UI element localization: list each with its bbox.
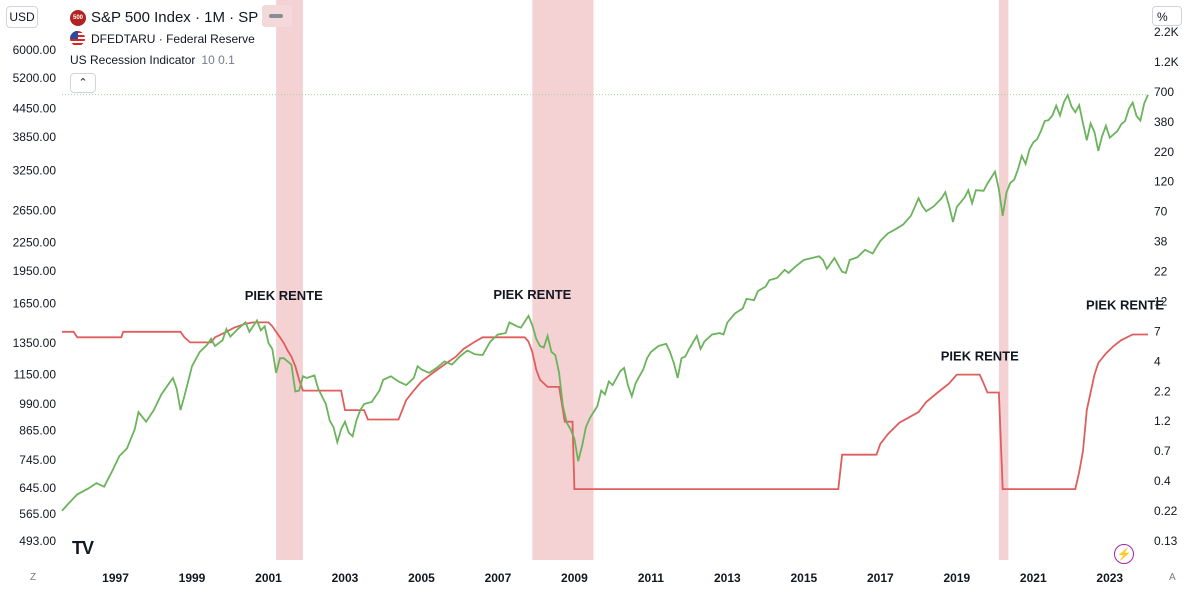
x-tick-label: 2001 xyxy=(255,571,282,585)
annotation-label: PIEK RENTE xyxy=(245,288,323,303)
left-tick-label: 645.00 xyxy=(19,481,56,495)
right-tick-label: 220 xyxy=(1154,145,1174,159)
right-tick-label: 380 xyxy=(1154,115,1174,129)
main-symbol-title[interactable]: S&P 500 Index · 1M · SP xyxy=(91,9,259,26)
legend-series2-row[interactable]: DFEDTARU · Federal Reserve xyxy=(70,28,258,49)
right-tick-label: 1.2 xyxy=(1154,414,1171,428)
right-tick-label: 12 xyxy=(1154,294,1168,308)
indicator-params: 10 0.1 xyxy=(201,52,235,67)
left-tick-label: 865.00 xyxy=(19,424,56,438)
x-tick-label: 2013 xyxy=(714,571,741,585)
left-tick-label: 2650.00 xyxy=(13,204,57,218)
x-tick-label: 1999 xyxy=(179,571,206,585)
recession-band xyxy=(532,0,594,560)
left-tick-label: 2250.00 xyxy=(13,236,57,250)
x-tick-label: 2015 xyxy=(790,571,817,585)
tradingview-logo-icon[interactable]: TV xyxy=(72,538,94,558)
auto-scale-z-button[interactable]: Z xyxy=(30,572,37,583)
right-tick-label: 0.4 xyxy=(1154,474,1171,488)
left-tick-label: 1650.00 xyxy=(13,297,57,311)
annotation-label: PIEK RENTE xyxy=(1086,298,1164,313)
percent-scale-button[interactable]: % xyxy=(1152,6,1182,26)
right-tick-label: 70 xyxy=(1154,205,1168,219)
fed-rate-line xyxy=(62,321,1148,490)
x-tick-label: 2005 xyxy=(408,571,435,585)
x-tick-label: 2017 xyxy=(867,571,894,585)
recession-layer xyxy=(276,0,1009,560)
x-tick-label: 2003 xyxy=(332,571,359,585)
left-tick-label: 1950.00 xyxy=(13,264,57,278)
annotation-label: PIEK RENTE xyxy=(941,349,1019,364)
left-tick-label: 1150.00 xyxy=(14,368,57,382)
left-tick-label: 5200.00 xyxy=(13,71,57,85)
chart-legend: 500 S&P 500 Index · 1M · SP DFEDTARU · F… xyxy=(70,7,258,70)
right-tick-label: 7 xyxy=(1154,324,1161,338)
recession-band xyxy=(998,0,1009,560)
symbol-logo-icon: 500 xyxy=(70,9,86,26)
indicator-name[interactable]: US Recession Indicator xyxy=(70,52,196,67)
auto-scale-a-button[interactable]: A xyxy=(1169,572,1176,583)
x-tick-label: 2009 xyxy=(561,571,588,585)
spx-line xyxy=(61,92,1149,512)
x-tick-label: 2023 xyxy=(1096,571,1123,585)
right-axis-labels: 2.2K 1.2K 700 380 220 120 70 38 22 12 7 4 2.2 1.2 0.7 0… xyxy=(1154,25,1179,548)
right-tick-label: 38 xyxy=(1154,235,1168,249)
x-tick-label: 2007 xyxy=(485,571,512,585)
lightning-icon[interactable]: ⚡ xyxy=(1114,544,1134,564)
left-tick-label: 3850.00 xyxy=(13,130,57,144)
x-tick-label: 2021 xyxy=(1020,571,1047,585)
left-tick-label: 3250.00 xyxy=(13,163,57,177)
annotation-layer: PIEK RENTE PIEK RENTE PIEK RENTE PIEK RENTE xyxy=(245,287,1165,364)
right-tick-label: 1.2K xyxy=(1154,55,1179,69)
legend-main-row[interactable]: 500 S&P 500 Index · 1M · SP xyxy=(70,7,258,28)
currency-button[interactable]: USD xyxy=(6,6,38,28)
left-tick-label: 6000.00 xyxy=(13,43,57,57)
left-tick-label: 4450.00 xyxy=(13,102,57,116)
recession-toggle-pill[interactable] xyxy=(262,5,292,27)
time-axis-labels: 1997 1999 2001 2003 2005 2007 2009 2011 2013 2015… xyxy=(102,571,1123,585)
right-tick-label: 0.22 xyxy=(1154,504,1178,518)
annotation-label: PIEK RENTE xyxy=(493,287,571,302)
left-tick-label: 1350.00 xyxy=(13,336,57,350)
right-tick-label: 2.2K xyxy=(1154,25,1179,39)
x-tick-label: 2011 xyxy=(638,571,664,585)
right-tick-label: 120 xyxy=(1154,175,1174,189)
series2-title[interactable]: DFEDTARU · Federal Reserve xyxy=(91,31,255,46)
legend-indicator-row[interactable]: US Recession Indicator 10 0.1 xyxy=(70,49,258,70)
legend-collapse-button[interactable]: ⌃ xyxy=(70,73,96,93)
right-tick-label: 0.13 xyxy=(1154,534,1178,548)
left-tick-label: 745.00 xyxy=(19,453,56,467)
x-tick-label: 2019 xyxy=(943,571,970,585)
right-tick-label: 2.2 xyxy=(1154,384,1171,398)
recession-band xyxy=(276,0,303,560)
chevron-up-icon: ⌃ xyxy=(78,77,88,89)
right-tick-label: 0.7 xyxy=(1154,444,1171,458)
x-tick-label: 1997 xyxy=(102,571,129,585)
left-tick-label: 493.00 xyxy=(19,534,56,548)
left-tick-label: 990.00 xyxy=(19,397,56,411)
right-tick-label: 4 xyxy=(1154,354,1161,368)
right-tick-label: 700 xyxy=(1154,85,1174,99)
left-tick-label: 565.00 xyxy=(19,507,56,521)
left-axis-labels: 6000.00 5200.00 4450.00 3850.00 3250.00 2650.… xyxy=(13,43,57,548)
right-tick-label: 22 xyxy=(1154,265,1168,279)
us-flag-icon xyxy=(70,31,85,46)
